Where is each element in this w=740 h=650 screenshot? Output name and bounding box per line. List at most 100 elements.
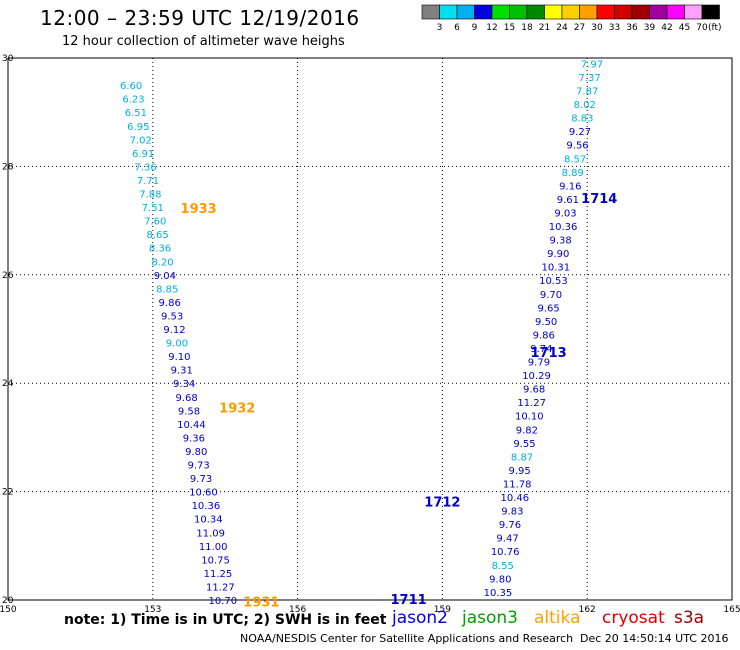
data-label-1933-4: 7.02 — [130, 135, 152, 146]
legend-label-27: 27 — [574, 23, 585, 33]
y-tick-label-22: 22 — [2, 488, 13, 498]
x-tick-label-162: 162 — [579, 605, 596, 615]
y-tick-label-30: 30 — [2, 54, 14, 64]
x-tick-label-156: 156 — [289, 605, 306, 615]
data-label-1933-5: 6.91 — [132, 149, 154, 160]
satellite-s3a: s3a — [674, 608, 705, 628]
data-label-1933-9: 7.51 — [142, 203, 164, 214]
chart-plot: 150 153 156 159 162 165 20 22 24 26 28 30 6.60 6.23 6.… — [0, 54, 740, 615]
data-label-1714-4: 8.83 — [571, 114, 593, 125]
data-label-1933-20: 9.10 — [168, 352, 190, 363]
x-tick-label-165: 165 — [723, 605, 740, 615]
data-label-1932-2: 9.36 — [183, 433, 205, 444]
data-label-1714-17: 9.70 — [540, 290, 562, 301]
data-label-1714-7: 8.57 — [564, 154, 586, 165]
data-label-1714-0: 7.97 — [581, 59, 603, 70]
data-label-1933-8: 7.88 — [139, 190, 161, 201]
data-label-1932-9: 11.09 — [196, 528, 225, 539]
track-label-1712: 1712 — [424, 495, 460, 510]
y-tick-label-26: 26 — [2, 271, 14, 281]
legend-label-3: 3 — [437, 23, 443, 33]
data-label-1713-3: 11.27 — [517, 398, 546, 409]
data-label-1713-4: 10.10 — [515, 412, 544, 423]
track-label-1933: 1933 — [181, 202, 217, 217]
satellite-jason3: jason3 — [462, 608, 518, 628]
track-label-1711: 1711 — [391, 593, 427, 608]
data-label-1714-9: 9.16 — [559, 181, 581, 192]
track-label-1714: 1714 — [581, 192, 617, 207]
data-label-1713-10: 10.46 — [500, 493, 529, 504]
data-label-1933-23: 9.68 — [175, 393, 197, 404]
data-label-1714-16: 10.53 — [539, 276, 568, 287]
data-label-1933-2: 6.51 — [125, 108, 147, 119]
data-label-1933-14: 9.04 — [154, 271, 176, 282]
data-label-1713-2: 9.68 — [523, 385, 545, 396]
legend-label-39: 39 — [644, 23, 656, 33]
data-label-1933-1: 6.23 — [122, 95, 144, 106]
legend-label-33: 33 — [609, 23, 620, 33]
data-label-1932-10: 11.00 — [199, 542, 228, 553]
track-label-1931: 1931 — [243, 596, 279, 611]
x-tick-label-159: 159 — [434, 605, 451, 615]
y-tick-label-28: 28 — [2, 162, 14, 172]
data-label-1714-1: 7.37 — [578, 73, 600, 84]
data-label-1932-12: 11.25 — [204, 569, 233, 580]
data-label-1933-15: 8.85 — [156, 284, 178, 295]
data-label-1713-0: 9.79 — [528, 358, 550, 369]
data-label-1933-16: 9.86 — [159, 298, 181, 309]
legend-label-24: 24 — [556, 23, 568, 33]
data-label-1713-12: 9.76 — [499, 520, 521, 531]
data-label-1713-13: 9.47 — [496, 534, 518, 545]
satellite-cryosat: cryosat — [602, 608, 665, 628]
data-label-1933-17: 9.53 — [161, 311, 183, 322]
data-label-1714-8: 8.89 — [562, 168, 584, 179]
timestamp: Dec 20 14:50:14 UTC 2016 — [580, 632, 729, 645]
data-label-1933-3: 6.95 — [127, 122, 149, 133]
data-label-1714-5: 9.27 — [569, 127, 591, 138]
page-title: 12:00 – 23:59 UTC 12/19/2016 — [40, 6, 360, 30]
legend-label-18: 18 — [521, 23, 533, 33]
legend-label-21: 21 — [539, 23, 550, 33]
data-label-1933-19: 9.00 — [166, 339, 188, 350]
data-label-1713-6: 9.55 — [513, 439, 535, 450]
legend-label-36: 36 — [626, 23, 638, 33]
data-label-1932-1: 10.44 — [177, 420, 206, 431]
page-subtitle: 12 hour collection of altimeter wave hei… — [62, 34, 345, 49]
data-label-1713-15: 8.55 — [492, 561, 514, 572]
data-label-1932-7: 10.36 — [192, 501, 221, 512]
data-label-1932-5: 9.73 — [190, 474, 212, 485]
legend-label-9: 9 — [472, 23, 478, 33]
plot-frame — [7, 57, 733, 601]
data-label-1714-12: 10.36 — [549, 222, 578, 233]
data-label-1933-18: 9.12 — [163, 325, 185, 336]
data-label-1932-13: 11.27 — [206, 582, 235, 593]
track-label-1713: 1713 — [530, 346, 566, 361]
data-label-1714-15: 10.31 — [542, 263, 571, 274]
data-label-1933-12: 8.36 — [149, 244, 171, 255]
data-label-1714-14: 9.90 — [547, 249, 569, 260]
data-label-1714-18: 9.65 — [537, 303, 559, 314]
data-label-1714-13: 9.38 — [550, 236, 572, 247]
data-label-1713-16: 9.80 — [489, 574, 511, 585]
legend-label-6: 6 — [454, 23, 460, 33]
footer-note: note: 1) Time is in UTC; 2) SWH is in fe… — [64, 612, 387, 628]
x-tick-label-153: 153 — [144, 605, 161, 615]
data-label-1932-4: 9.73 — [188, 461, 210, 472]
satellite-jason2: jason2 — [392, 608, 448, 628]
data-label-1933-22: 9.34 — [173, 379, 195, 390]
data-label-1932-8: 10.34 — [194, 515, 223, 526]
data-label-1713-1: 10.29 — [522, 371, 551, 382]
data-label-1932-0: 9.58 — [178, 406, 200, 417]
data-label-1933-13: 8.20 — [151, 257, 173, 268]
data-label-1933-11: 8.65 — [146, 230, 168, 241]
data-label-1933-0: 6.60 — [120, 81, 142, 92]
legend-label-42: 42 — [661, 23, 672, 33]
satellite-altika: altika — [534, 608, 581, 628]
data-label-1933-21: 9.31 — [171, 366, 193, 377]
data-label-1933-10: 7.60 — [144, 217, 166, 228]
data-label-1713-5: 9.82 — [516, 425, 538, 436]
data-label-1714-20: 9.86 — [533, 330, 555, 341]
legend-unit: (ft) — [708, 23, 722, 33]
data-label-1932-14: 10.70 — [208, 596, 237, 607]
